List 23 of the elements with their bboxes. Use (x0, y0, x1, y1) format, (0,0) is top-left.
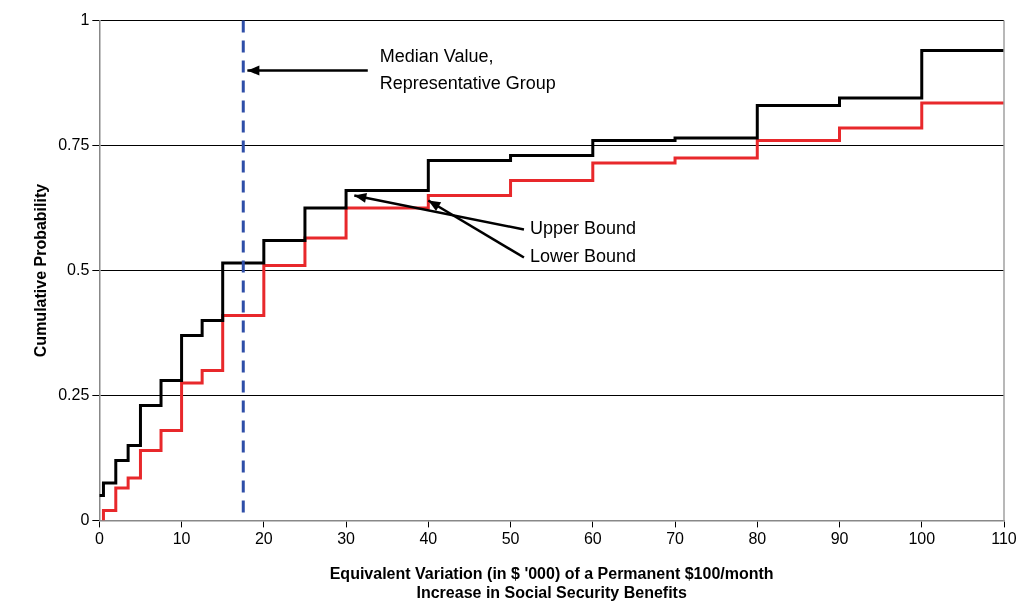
y-tick-label: 0.75 (58, 135, 90, 153)
y-tick-label: 0.5 (67, 260, 90, 278)
y-tick-label: 1 (80, 11, 90, 29)
annotation: Median Value, Representative Group (379, 45, 556, 93)
y-tick-label: 0 (80, 510, 90, 528)
x-tick-label: 110 (991, 530, 1017, 548)
y-tick-label: 0.25 (58, 385, 90, 403)
x-tick-label: 50 (501, 530, 520, 548)
x-tick-label: 90 (830, 530, 849, 548)
annotation: Upper Bound (529, 218, 637, 239)
y-axis-title: Cumulative Probability (32, 183, 50, 358)
x-tick-label: 10 (172, 530, 191, 548)
x-tick-label: 20 (254, 530, 273, 548)
x-tick-label: 70 (666, 530, 685, 548)
annotation: Lower Bound (529, 246, 637, 267)
x-tick-label: 0 (94, 530, 104, 548)
x-tick-label: 40 (419, 530, 438, 548)
text: Equivalent Variation (in $ '000) of a Permanent $100/month (329, 564, 774, 582)
x-tick-label: 60 (583, 530, 602, 548)
x-tick-label: 100 (908, 530, 936, 548)
x-tick-label: 80 (748, 530, 767, 548)
text: Increase in Social Security Benefits (416, 583, 687, 601)
x-tick-label: 30 (337, 530, 356, 548)
